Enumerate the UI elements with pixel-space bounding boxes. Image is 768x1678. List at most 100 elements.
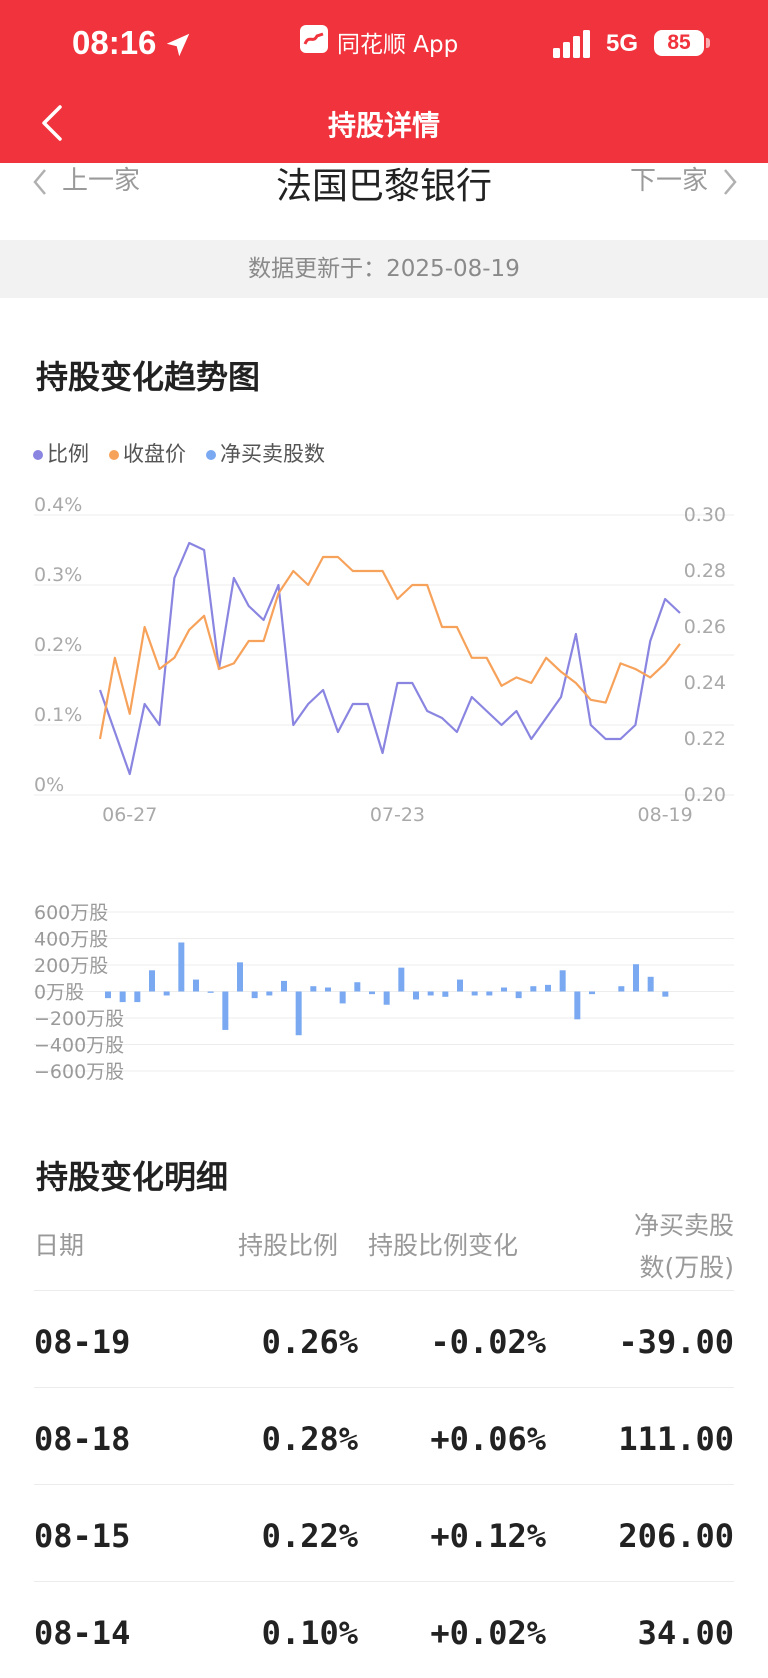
table-header: 日期 持股比例 持股比例变化 净买卖股 数(万股) bbox=[34, 1200, 734, 1290]
cell-net-shares: -39.00 bbox=[618, 1323, 734, 1361]
legend-item-net[interactable]: 净买卖股数 bbox=[206, 438, 325, 468]
cell-ratio-change: +0.06% bbox=[430, 1420, 546, 1458]
table-row[interactable]: 08-14 0.10% +0.02% 34.00 bbox=[34, 1581, 734, 1678]
company-switcher: 上一家 法国巴黎银行 下一家 bbox=[0, 163, 768, 239]
net-shares-bar bbox=[559, 970, 566, 992]
net-shares-bar bbox=[486, 991, 493, 996]
chevron-left-icon bbox=[33, 168, 46, 195]
back-to-app-label[interactable]: 同花顺 App bbox=[337, 32, 459, 58]
legend-item-ratio[interactable]: 比例 bbox=[33, 438, 89, 468]
net-shares-bar bbox=[207, 991, 214, 993]
table-row[interactable]: 08-18 0.28% +0.06% 111.00 bbox=[34, 1387, 734, 1484]
net-shares-bar bbox=[354, 982, 361, 992]
chart-legend: 比例 收盘价 净买卖股数 bbox=[33, 438, 325, 468]
battery-icon: 85 bbox=[654, 30, 704, 56]
y-left-tick-label: 0.2% bbox=[34, 634, 82, 656]
trend-section-title: 持股变化趋势图 bbox=[36, 358, 261, 396]
next-company-button[interactable]: 下一家 bbox=[630, 163, 738, 199]
net-shares-bar bbox=[383, 991, 390, 1005]
series-line-ratio bbox=[98, 541, 681, 776]
net-shares-bar bbox=[530, 986, 537, 992]
prev-company-label: 上一家 bbox=[62, 166, 141, 196]
net-shares-bar bbox=[295, 991, 302, 1036]
y-tick-label: 200万股 bbox=[34, 955, 108, 977]
net-shares-bar bbox=[427, 991, 434, 996]
net-shares-bar bbox=[618, 986, 625, 992]
net-shares-bar bbox=[457, 979, 463, 992]
net-shares-bar bbox=[633, 964, 639, 992]
legend-dot-net bbox=[206, 450, 216, 460]
net-shares-bar bbox=[369, 991, 375, 995]
detail-section-title: 持股变化明细 bbox=[36, 1158, 229, 1196]
net-shares-bar bbox=[647, 976, 654, 992]
net-shares-bar bbox=[501, 987, 507, 992]
back-chevron-icon[interactable] bbox=[38, 103, 68, 143]
table-row[interactable]: 08-15 0.22% +0.12% 206.00 bbox=[34, 1484, 734, 1581]
net-shares-bar bbox=[105, 991, 111, 999]
net-shares-bar bbox=[398, 967, 405, 992]
net-shares-bar bbox=[134, 991, 141, 1003]
battery-tip bbox=[706, 38, 710, 48]
legend-item-close[interactable]: 收盘价 bbox=[109, 438, 186, 468]
net-shares-bar bbox=[545, 984, 551, 992]
cell-date: 08-19 bbox=[34, 1323, 131, 1361]
x-tick-label: 08-19 bbox=[638, 804, 693, 826]
table-body: 08-19 0.26% -0.02% -39.00 08-18 0.28% +0.06% 11… bbox=[34, 1290, 734, 1678]
net-shares-bar bbox=[325, 987, 331, 992]
cell-date: 08-15 bbox=[34, 1517, 131, 1555]
legend-dot-close bbox=[109, 450, 119, 460]
status-time: 08:16 bbox=[72, 24, 157, 61]
cell-net-shares: 111.00 bbox=[618, 1420, 734, 1458]
y-tick-label: −400万股 bbox=[34, 1035, 124, 1057]
series-line-close-price bbox=[98, 555, 681, 740]
status-bar: 08:16 同花顺 App 5G 85 bbox=[0, 0, 768, 90]
net-shares-bar bbox=[589, 991, 595, 995]
net-shares-bar bbox=[662, 991, 669, 997]
header-background bbox=[0, 0, 768, 163]
y-left-tick-label: 0.1% bbox=[34, 704, 82, 726]
net-shares-bar bbox=[149, 970, 155, 992]
page-title: 持股详情 bbox=[327, 109, 440, 142]
line-chart[interactable]: 0.4% 0.3% 0.2% 0.1% 0% 0.30 0.28 0.26 0.24 0.22 0.… bbox=[0, 490, 768, 870]
net-shares-bar bbox=[178, 942, 185, 992]
header-net-line1: 净买卖股 bbox=[633, 1211, 734, 1240]
legend-label-close: 收盘价 bbox=[123, 442, 186, 466]
cell-date: 08-18 bbox=[34, 1420, 131, 1458]
network-type: 5G bbox=[606, 30, 639, 57]
cell-net-shares: 34.00 bbox=[637, 1614, 734, 1652]
y-right-tick-label: 0.26 bbox=[684, 616, 726, 638]
cell-ratio-change: +0.12% bbox=[430, 1517, 546, 1555]
cell-ratio: 0.10% bbox=[261, 1614, 358, 1652]
y-right-tick-label: 0.28 bbox=[684, 560, 726, 582]
x-tick-label: 06-27 bbox=[102, 804, 157, 826]
y-left-tick-label: 0.4% bbox=[34, 494, 82, 516]
y-right-tick-label: 0.20 bbox=[684, 784, 726, 806]
chevron-right-icon bbox=[724, 168, 737, 195]
table-row[interactable]: 08-19 0.26% -0.02% -39.00 bbox=[34, 1290, 734, 1387]
cell-ratio-change: -0.02% bbox=[430, 1323, 546, 1361]
net-shares-bar bbox=[222, 991, 229, 1030]
net-shares-bar bbox=[310, 986, 317, 992]
header-change: 持股比例变化 bbox=[368, 1231, 519, 1260]
cell-ratio: 0.26% bbox=[261, 1323, 358, 1361]
net-shares-bar bbox=[237, 962, 243, 992]
holding-detail-table: 日期 持股比例 持股比例变化 净买卖股 数(万股) 08-19 0.26% -0.0… bbox=[34, 1200, 734, 1678]
cell-ratio: 0.22% bbox=[261, 1517, 358, 1555]
net-shares-bar bbox=[251, 991, 258, 999]
y-left-tick-label: 0% bbox=[34, 774, 64, 796]
bar-chart[interactable]: 600万股 400万股 200万股 0万股 −200万股 −400万股 −600万股 bbox=[0, 900, 768, 1100]
legend-label-net: 净买卖股数 bbox=[220, 442, 325, 466]
y-right-tick-label: 0.22 bbox=[684, 728, 726, 750]
net-shares-bar bbox=[442, 991, 449, 997]
cell-date: 08-14 bbox=[34, 1614, 131, 1652]
net-shares-bar bbox=[515, 991, 522, 999]
y-right-tick-label: 0.30 bbox=[684, 504, 726, 526]
y-tick-label: 600万股 bbox=[34, 902, 108, 924]
header-date: 日期 bbox=[34, 1231, 85, 1260]
net-shares-bar bbox=[471, 991, 478, 996]
prev-company-button[interactable]: 上一家 bbox=[32, 163, 140, 203]
header-net-line2: 数(万股) bbox=[639, 1253, 734, 1282]
y-left-tick-label: 0.3% bbox=[34, 564, 82, 586]
net-shares-bar bbox=[413, 991, 419, 1000]
cell-ratio-change: +0.02% bbox=[430, 1614, 546, 1652]
